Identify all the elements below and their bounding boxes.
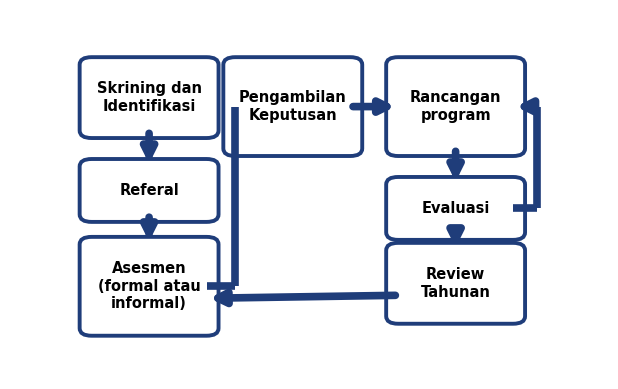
- FancyBboxPatch shape: [223, 57, 362, 156]
- FancyBboxPatch shape: [80, 237, 219, 336]
- Text: Skrining dan
Identifikasi: Skrining dan Identifikasi: [96, 81, 201, 114]
- Text: Evaluasi: Evaluasi: [421, 201, 490, 216]
- FancyBboxPatch shape: [386, 243, 525, 324]
- Text: Rancangan
program: Rancangan program: [410, 90, 501, 123]
- Text: Referal: Referal: [119, 183, 179, 198]
- FancyBboxPatch shape: [80, 159, 219, 222]
- Text: Review
Tahunan: Review Tahunan: [421, 267, 491, 300]
- Text: Asesmen
(formal atau
informal): Asesmen (formal atau informal): [98, 261, 200, 311]
- FancyBboxPatch shape: [386, 57, 525, 156]
- FancyBboxPatch shape: [386, 177, 525, 240]
- Text: Pengambilan
Keputusan: Pengambilan Keputusan: [239, 90, 347, 123]
- FancyBboxPatch shape: [80, 57, 219, 138]
